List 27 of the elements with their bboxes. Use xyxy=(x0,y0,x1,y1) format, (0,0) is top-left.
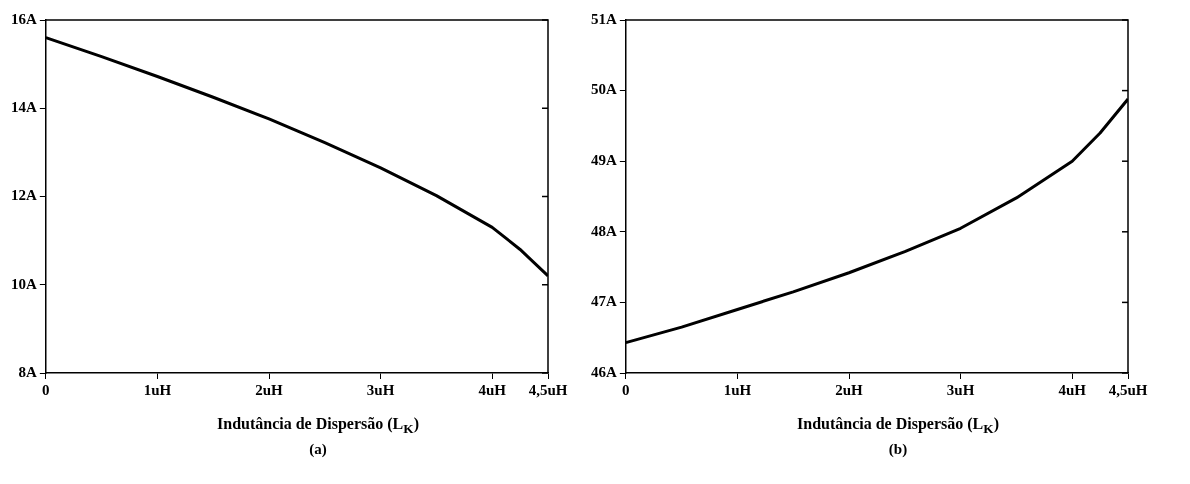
y-tick-label: 48A xyxy=(590,222,617,239)
y-tick-label: 50A xyxy=(590,81,617,98)
x-axis-title: Indutância de Dispersão (L$_{K}$) xyxy=(796,415,1000,438)
y-tick-label: 51A xyxy=(590,10,617,27)
x-tick-label: 4uH xyxy=(1058,381,1087,398)
x-tick-label: 3uH xyxy=(366,381,395,398)
x-tick-label: 4,5uH xyxy=(528,381,568,398)
y-tick-label: 8A xyxy=(18,363,37,380)
x-tick-label: 2uH xyxy=(835,381,864,398)
x-tick-label: 2uH xyxy=(255,381,284,398)
y-tick-label: 10A xyxy=(10,275,37,292)
y-tick-label: 47A xyxy=(590,293,617,310)
y-tick-label: 14A xyxy=(10,99,37,116)
x-tick-label: 1uH xyxy=(143,381,172,398)
x-axis-title: Indutância de Dispersão (L$_{K}$) xyxy=(216,415,420,438)
x-tick-label: 4uH xyxy=(478,381,507,398)
x-tick-label: 4,5uH xyxy=(1108,381,1148,398)
x-tick-label: 0 xyxy=(42,381,50,398)
text: (b) xyxy=(887,441,909,459)
x-tick-label: 3uH xyxy=(946,381,975,398)
y-tick-label: 49A xyxy=(590,152,617,169)
y-tick-label: 12A xyxy=(10,187,37,204)
x-tick-label: 1uH xyxy=(723,381,752,398)
text: (a) xyxy=(308,441,328,459)
y-tick-label: 16A xyxy=(10,10,37,27)
y-tick-label: 46A xyxy=(590,363,617,380)
x-tick-label: 0 xyxy=(622,381,630,398)
